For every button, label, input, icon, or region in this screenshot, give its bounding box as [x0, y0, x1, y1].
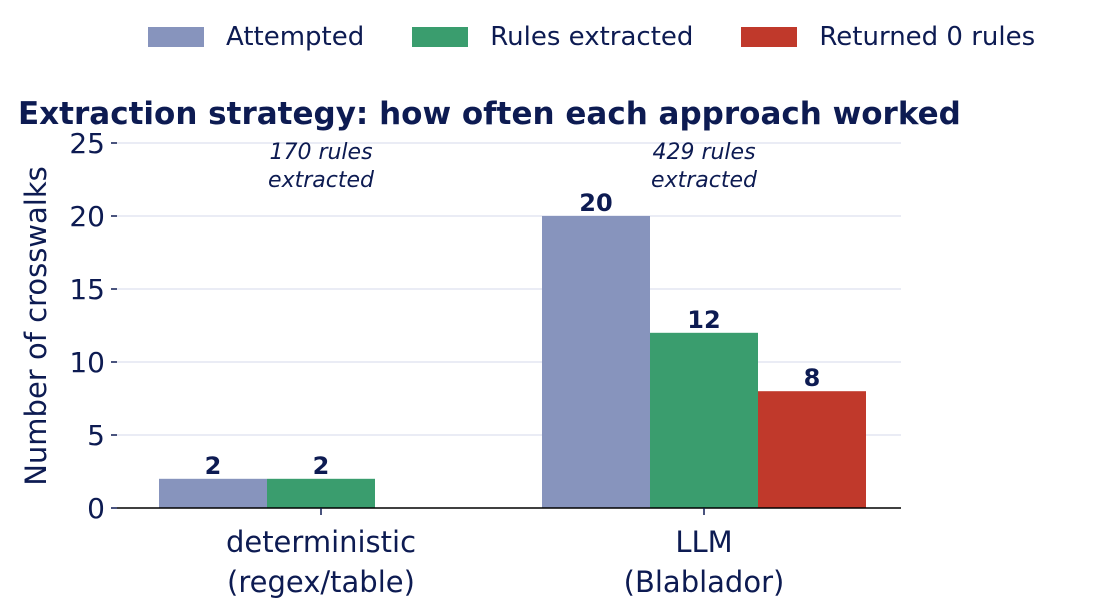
x-tick-label-1-1: (Blablador): [624, 565, 785, 599]
y-tick-label-25: 25: [69, 127, 105, 160]
bar-value-label-1-0: 20: [579, 189, 612, 217]
annotation-0-0: 170 rules: [269, 140, 372, 165]
legend-item-rules-extracted: Rules extracted: [412, 22, 693, 52]
legend-item-attempted: Attempted: [148, 22, 364, 52]
y-tick-label-15: 15: [69, 273, 105, 306]
y-tick-label-0: 0: [87, 492, 105, 525]
bar-1-1: [650, 332, 758, 508]
bar-1-0: [542, 216, 650, 508]
legend-swatch-attempted: [148, 27, 204, 47]
bar-0-0: [159, 478, 267, 508]
y-tick-label-10: 10: [69, 346, 105, 379]
y-tick-label-20: 20: [69, 200, 105, 233]
bar-value-label-0-0: 2: [205, 452, 222, 480]
legend-item-returned-zero: Returned 0 rules: [741, 22, 1035, 52]
bar-0-1: [267, 478, 375, 508]
y-axis-label: Number of crosswalks: [19, 166, 53, 486]
x-tick-label-0-1: (regex/table): [227, 565, 415, 599]
legend-label-attempted: Attempted: [226, 22, 365, 52]
legend: Attempted Rules extracted Returned 0 rul…: [148, 22, 1035, 52]
annotation-1-1: extracted: [651, 168, 758, 193]
legend-swatch-rules-extracted: [412, 27, 469, 47]
y-tick-label-5: 5: [87, 419, 105, 452]
legend-label-rules-extracted: Rules extracted: [490, 22, 694, 52]
legend-swatch-returned-zero: [741, 27, 798, 47]
x-tick-label-1-0: LLM: [675, 525, 732, 559]
bar-value-label-0-1: 2: [313, 452, 330, 480]
annotation-1-0: 429 rules: [652, 140, 755, 165]
bar-value-label-1-1: 12: [687, 306, 720, 334]
bar-value-label-1-2: 8: [804, 364, 821, 392]
x-tick-label-0-0: deterministic: [226, 525, 416, 559]
bar-1-2: [758, 391, 866, 508]
legend-label-returned-zero: Returned 0 rules: [819, 22, 1036, 52]
chart-title: Extraction strategy: how often each appr…: [18, 96, 961, 132]
annotation-0-1: extracted: [268, 168, 375, 193]
